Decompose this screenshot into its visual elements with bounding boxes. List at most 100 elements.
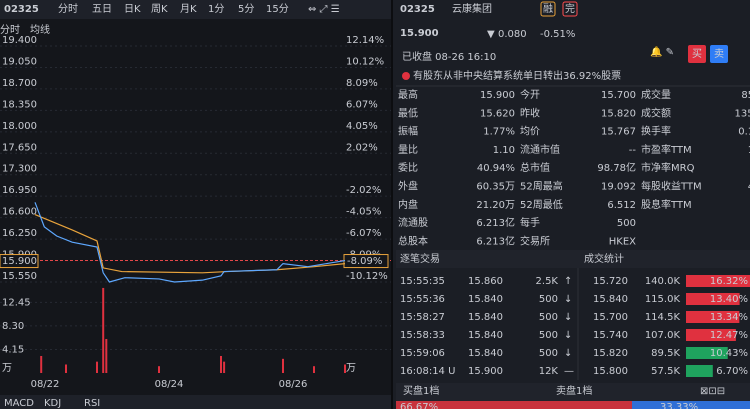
trade-button-label[interactable]: 买 <box>692 48 702 60</box>
pct-bar <box>686 275 750 287</box>
stat-label: 股息率TTM <box>641 198 692 211</box>
stat-label: 交易所 <box>520 234 550 247</box>
period-tab[interactable]: 1分 <box>208 3 224 15</box>
stat-label: 市净率MRQ <box>641 161 695 174</box>
summary-price: 15.840 <box>593 294 628 305</box>
trade-direction: — <box>564 366 574 377</box>
pct-tick-label: 10.12% <box>346 56 384 67</box>
trade-volume: 500 <box>539 330 558 341</box>
stat-value: 21.20万 <box>476 200 515 211</box>
pct-label: 12.47% <box>710 330 748 341</box>
pct-bar <box>686 293 740 305</box>
pct-tick-label: -4.05% <box>346 207 381 218</box>
stat-label: 流通市值 <box>520 143 560 156</box>
period-tab[interactable]: 周K <box>151 3 168 15</box>
summary-price: 15.740 <box>593 330 628 341</box>
stat-value: 6.213亿 <box>476 234 515 247</box>
trade-time: 16:08:14 U <box>400 366 455 377</box>
pct-bar <box>686 365 713 377</box>
period-tab[interactable]: 日K <box>124 4 141 15</box>
period-tab[interactable]: 分时 <box>58 3 78 15</box>
summary-price: 15.720 <box>593 276 628 287</box>
summary-price: 15.800 <box>593 366 628 377</box>
pct-label: 10.43% <box>710 348 748 359</box>
trade-button-label[interactable]: 卖 <box>714 48 724 60</box>
stat-label: 总市值 <box>520 161 550 174</box>
stat-label: 成交额 <box>641 106 671 119</box>
stat-value: 19.092 <box>601 182 636 193</box>
stat-value: 1.77% <box>483 127 515 138</box>
ask-bar <box>632 401 750 409</box>
ask-pct: 33.33% <box>660 402 698 409</box>
pct-tick-label: -2.02% <box>346 185 381 196</box>
y-tick-label: 18.700 <box>2 78 37 89</box>
stat-label: 每股收益TTM <box>641 180 702 193</box>
pct-bar <box>686 311 740 323</box>
summary-price: 15.820 <box>593 348 628 359</box>
stat-value: 17.8 <box>748 145 750 156</box>
volume-unit-right: 万 <box>346 363 356 374</box>
date-label: 08/22 <box>31 379 60 390</box>
y-tick-label: 19.400 <box>2 35 37 46</box>
legend-line: 分时 <box>0 24 20 36</box>
stat-label: 今开 <box>520 88 540 101</box>
stat-value: HKEX <box>609 236 636 247</box>
trade-price: 15.840 <box>468 348 503 359</box>
chart-panel <box>0 0 391 409</box>
indicator-tab[interactable]: RSI <box>84 398 100 409</box>
period-tab[interactable]: 五日 <box>92 4 112 15</box>
icons[interactable]: 🔔 ✎ <box>650 46 674 58</box>
legend-average: 均线 <box>30 23 50 36</box>
volume-bar <box>313 366 315 373</box>
trade-price: 15.840 <box>468 312 503 323</box>
badge-box <box>562 1 578 17</box>
volume-tick-label: 8.30 <box>2 321 24 332</box>
indicator-tab[interactable]: KDJ <box>44 398 61 409</box>
badge-box <box>540 1 556 17</box>
book-buttons: ⊠⊡⊟ <box>700 386 725 397</box>
current-box <box>0 254 39 269</box>
period-tab[interactable]: 5分 <box>238 3 254 15</box>
trade-volume: 500 <box>539 348 558 359</box>
indicator-tab[interactable]: MACD <box>4 398 34 409</box>
y-tick-label: 17.300 <box>2 164 37 175</box>
summary-volume: 89.5K <box>651 348 680 359</box>
divider <box>391 0 393 409</box>
volume-bar <box>344 364 346 373</box>
trade-button[interactable] <box>710 45 728 63</box>
trade-volume: 500 <box>539 294 558 305</box>
bid-bar <box>396 401 633 409</box>
market-status: 已收盘 08-26 16:10 <box>402 50 496 63</box>
notice[interactable]: 有股东从非中央结算系统单日转出36.92%股票 <box>413 69 621 82</box>
period-tab[interactable]: 月K <box>180 3 197 15</box>
pct-label: 6.70% <box>716 366 748 377</box>
stat-value: 15.620 <box>480 108 515 119</box>
period-tab[interactable]: 15分 <box>266 3 289 15</box>
bid-title: 买盘1档 <box>403 384 439 397</box>
summary-volume: 115.0K <box>645 294 681 305</box>
pct-tick-label: -6.07% <box>346 228 381 239</box>
trade-time: 15:58:27 <box>400 312 445 323</box>
price-line <box>34 202 346 283</box>
trade-volume: 500 <box>539 312 558 323</box>
trade-button[interactable] <box>688 45 706 63</box>
stat-label: 委比 <box>398 161 418 174</box>
price-change: 0.080 <box>498 29 527 40</box>
stat-label: 振幅 <box>398 125 418 138</box>
trade-direction: ↓ <box>564 312 572 323</box>
trades-title: 逐笔交易 <box>400 252 440 265</box>
volume-bar <box>96 361 98 373</box>
icon[interactable]: ⇔ ⤢ ☰ <box>308 4 340 15</box>
date-label: 08/24 <box>155 379 184 390</box>
stat-value: 15.700 <box>601 90 636 101</box>
pct-tick-label: 4.05% <box>346 121 378 132</box>
toolbar <box>0 0 391 19</box>
volume-unit: 万 <box>2 363 12 374</box>
stat-label: 成交量 <box>641 88 671 101</box>
summary-volume: 114.5K <box>645 312 681 323</box>
stat-label: 最高 <box>398 88 418 101</box>
volume-bar <box>102 287 105 373</box>
pct-bar <box>686 347 728 359</box>
stat-label: 总股本 <box>398 234 428 247</box>
stock-code: 02325 <box>4 4 39 15</box>
